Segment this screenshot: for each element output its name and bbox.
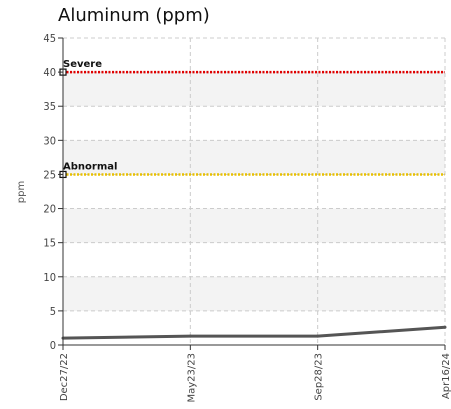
y-tick-label: 5 xyxy=(50,305,56,318)
threshold-label-abnormal: Abnormal xyxy=(63,161,117,172)
y-tick-label: 20 xyxy=(43,203,56,216)
data-series xyxy=(61,325,447,340)
x-ticks: Dec27/22 May23/23 Sep28/23 Apr16/24 xyxy=(59,345,451,403)
band xyxy=(63,208,445,243)
band xyxy=(63,276,445,311)
threshold-label-severe: Severe xyxy=(63,59,102,70)
x-tick-label: Sep28/23 xyxy=(314,353,325,401)
x-tick-label: Apr16/24 xyxy=(441,353,451,399)
series-line xyxy=(62,325,446,340)
y-ticks: 0 5 10 15 20 25 30 35 40 45 xyxy=(43,32,63,352)
data-point xyxy=(188,334,192,338)
x-tick-label: Dec27/22 xyxy=(59,353,70,401)
y-tick-label: 35 xyxy=(43,100,56,113)
data-point xyxy=(443,325,447,329)
y-tick-label: 25 xyxy=(43,168,56,181)
background-bands xyxy=(63,72,445,311)
y-tick-label: 0 xyxy=(50,339,56,352)
y-tick-label: 40 xyxy=(43,66,56,79)
y-tick-label: 15 xyxy=(43,237,56,250)
data-point xyxy=(316,334,320,338)
y-axis-label: ppm xyxy=(16,181,27,203)
band xyxy=(63,140,445,175)
axes xyxy=(62,38,445,346)
y-tick-label: 10 xyxy=(43,271,56,284)
chart-title: Aluminum (ppm) xyxy=(58,5,210,26)
y-tick-label: 45 xyxy=(43,32,56,45)
band xyxy=(63,72,445,107)
x-tick-label: May23/23 xyxy=(186,353,197,403)
y-tick-label: 30 xyxy=(43,134,56,147)
